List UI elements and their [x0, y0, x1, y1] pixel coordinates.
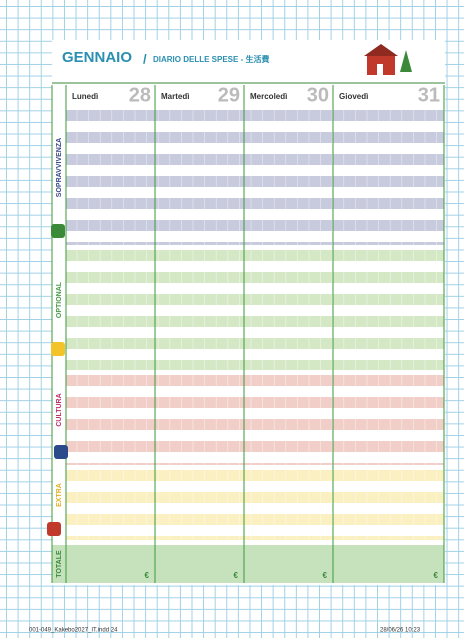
stripe: [66, 198, 444, 209]
euro: €: [323, 571, 328, 580]
stripe: [66, 110, 444, 121]
stripe: [66, 316, 444, 327]
stripe: [66, 338, 444, 349]
stripe: [66, 250, 444, 261]
stripe: [66, 375, 444, 386]
house-icon: [364, 44, 412, 75]
day-date: 30: [307, 84, 329, 106]
icon: [51, 342, 65, 356]
icon: [47, 522, 61, 536]
total-bg: [52, 545, 444, 583]
section-label: EXTRA: [56, 483, 63, 507]
stripe: [66, 294, 444, 305]
stripe: [66, 132, 444, 143]
stripe: [66, 272, 444, 283]
stripe: [66, 242, 444, 245]
day-name: Martedì: [161, 92, 189, 101]
euro: €: [234, 571, 239, 580]
day-date: 28: [129, 84, 151, 106]
footer-time: 28/06/26 10:23: [380, 628, 421, 634]
stripe: [66, 470, 444, 481]
euro: €: [145, 571, 150, 580]
stripe: [66, 492, 444, 503]
stripe: [66, 514, 444, 525]
stripe: [66, 360, 444, 370]
separator: /: [143, 51, 147, 66]
stripe: [66, 536, 444, 540]
icon: [54, 445, 68, 459]
section-label: OPTIONAL: [56, 281, 63, 318]
stripe: [66, 176, 444, 187]
day-name: Lunedì: [72, 92, 98, 101]
day-date: 29: [218, 84, 240, 106]
total-label: TOTALE: [56, 550, 63, 578]
stripe: [66, 441, 444, 452]
section-label: SOPRAVVIVENZA: [56, 138, 63, 197]
day-name: Mercoledì: [250, 92, 287, 101]
stripe: [66, 220, 444, 231]
icon: [51, 224, 65, 238]
section-label: CULTURA: [56, 393, 63, 426]
day-date: 31: [418, 84, 440, 106]
stripe: [66, 397, 444, 408]
subtitle: DIARIO DELLE SPESE - 生活費: [153, 54, 269, 64]
section-bg: [66, 250, 444, 370]
day-name: Giovedì: [339, 92, 368, 101]
section-bg: [66, 470, 444, 540]
stripe: [66, 463, 444, 465]
footer-file: 001-049_Kakebo2027_IT.indd 24: [29, 628, 118, 634]
month: GENNAIO: [62, 49, 132, 66]
stripe: [66, 419, 444, 430]
stripe: [66, 154, 444, 165]
euro: €: [434, 571, 439, 580]
